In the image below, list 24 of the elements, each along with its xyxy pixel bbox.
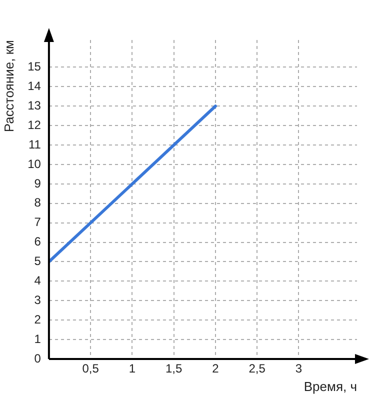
x-tick-label: 1,5 bbox=[165, 362, 182, 376]
x-axis-title: Время, ч bbox=[304, 378, 357, 394]
y-tick-label: 1 bbox=[34, 332, 42, 346]
y-tick-label: 13 bbox=[28, 98, 42, 112]
x-tick-label: 2,5 bbox=[248, 362, 266, 376]
y-tick-label: 14 bbox=[28, 78, 42, 93]
x-tick-label: 2 bbox=[212, 362, 220, 376]
y-tick-label: 6 bbox=[34, 234, 42, 249]
y-tick-label: 15 bbox=[28, 60, 42, 74]
x-tick-label: 1 bbox=[128, 362, 136, 376]
y-tick-label: 5 bbox=[34, 254, 42, 268]
x-tick-label: 3 bbox=[295, 362, 302, 376]
y-tick-label: 7 bbox=[34, 215, 42, 230]
y-tick-label: 0 bbox=[34, 351, 42, 366]
y-tick-label: 12 bbox=[28, 118, 42, 132]
y-axis-title: Расстояние, км bbox=[1, 40, 16, 132]
y-tick-label: 3 bbox=[34, 292, 42, 307]
y-tick-label: 10 bbox=[28, 156, 42, 171]
y-tick-label: 11 bbox=[28, 137, 42, 152]
y-tick-label: 4 bbox=[34, 274, 42, 288]
y-tick-label: 9 bbox=[34, 176, 42, 190]
y-tick-label: 8 bbox=[34, 196, 42, 210]
x-tick-label: 0,5 bbox=[82, 362, 100, 376]
y-tick-label: 2 bbox=[34, 312, 42, 326]
